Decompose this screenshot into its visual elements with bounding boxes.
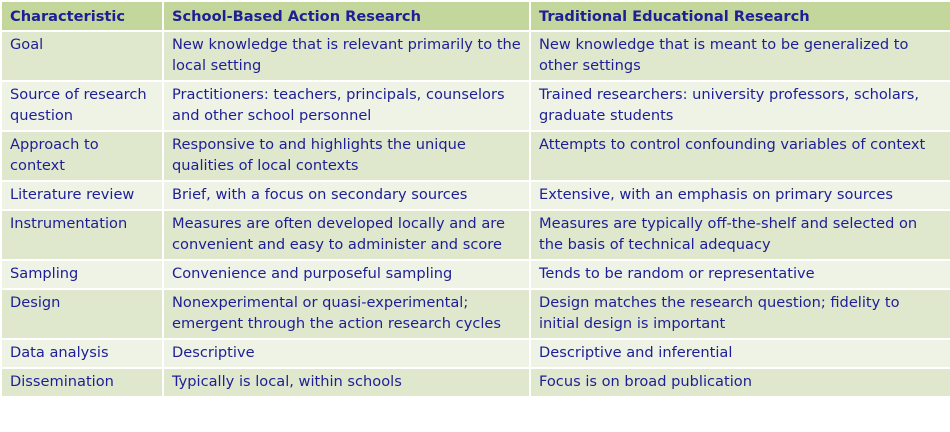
header-school-based-action-research: School-Based Action Research: [162, 0, 531, 32]
table-row: Instrumentation Measures are often devel…: [0, 208, 950, 261]
row-traditional-research-cell: Extensive, with an emphasis on primary s…: [529, 179, 950, 211]
row-traditional-research-cell: Trained researchers: university professo…: [529, 79, 950, 132]
header-characteristic: Characteristic: [0, 0, 164, 32]
comparison-table: Characteristic School-Based Action Resea…: [0, 0, 950, 398]
header-row: Characteristic School-Based Action Resea…: [0, 0, 950, 32]
table-body: Goal New knowledge that is relevant prim…: [0, 29, 950, 398]
row-characteristic: Instrumentation: [0, 208, 164, 261]
row-action-research-cell: Responsive to and highlights the unique …: [162, 129, 531, 182]
row-characteristic: Design: [0, 287, 164, 340]
table-row: Dissemination Typically is local, within…: [0, 366, 950, 398]
table-row: Goal New knowledge that is relevant prim…: [0, 29, 950, 82]
row-traditional-research-cell: Measures are typically off-the-shelf and…: [529, 208, 950, 261]
table-row: Approach to context Responsive to and hi…: [0, 129, 950, 182]
row-characteristic: Sampling: [0, 258, 164, 290]
row-action-research-cell: Descriptive: [162, 337, 531, 369]
header-traditional-educational-research: Traditional Educational Research: [529, 0, 950, 32]
row-characteristic: Dissemination: [0, 366, 164, 398]
table-row: Design Nonexperimental or quasi-experime…: [0, 287, 950, 340]
row-traditional-research-cell: Focus is on broad publication: [529, 366, 950, 398]
row-traditional-research-cell: Design matches the research question; fi…: [529, 287, 950, 340]
row-action-research-cell: Typically is local, within schools: [162, 366, 531, 398]
row-action-research-cell: Convenience and purposeful sampling: [162, 258, 531, 290]
row-traditional-research-cell: Tends to be random or representative: [529, 258, 950, 290]
table-row: Data analysis Descriptive Descriptive an…: [0, 337, 950, 369]
row-traditional-research-cell: Descriptive and inferential: [529, 337, 950, 369]
row-action-research-cell: New knowledge that is relevant primarily…: [162, 29, 531, 82]
row-characteristic: Source of research question: [0, 79, 164, 132]
row-traditional-research-cell: New knowledge that is meant to be genera…: [529, 29, 950, 82]
row-characteristic: Approach to context: [0, 129, 164, 182]
row-action-research-cell: Measures are often developed locally and…: [162, 208, 531, 261]
row-characteristic: Goal: [0, 29, 164, 82]
row-action-research-cell: Brief, with a focus on secondary sources: [162, 179, 531, 211]
row-characteristic: Data analysis: [0, 337, 164, 369]
row-traditional-research-cell: Attempts to control confounding variable…: [529, 129, 950, 182]
table-row: Source of research question Practitioner…: [0, 79, 950, 132]
table-row: Sampling Convenience and purposeful samp…: [0, 258, 950, 290]
row-action-research-cell: Practitioners: teachers, principals, cou…: [162, 79, 531, 132]
table-row: Literature review Brief, with a focus on…: [0, 179, 950, 211]
row-characteristic: Literature review: [0, 179, 164, 211]
table-header: Characteristic School-Based Action Resea…: [0, 0, 950, 32]
row-action-research-cell: Nonexperimental or quasi-experimental; e…: [162, 287, 531, 340]
